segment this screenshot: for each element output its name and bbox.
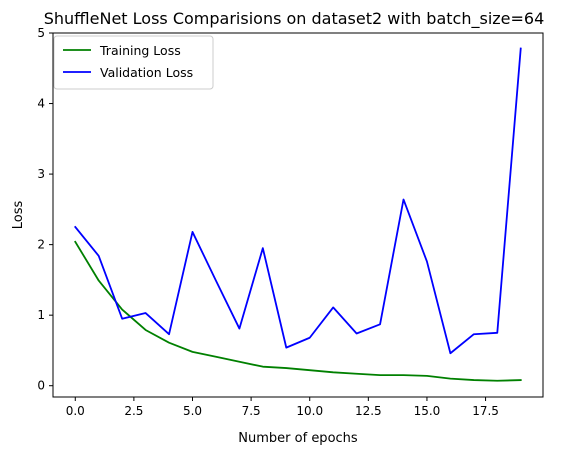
y-tick-label: 4	[37, 97, 45, 111]
y-tick-label: 5	[37, 26, 45, 40]
x-axis-ticks: 0.0 2.5 5.0 7.5 10.0 12.5 15.0 17.5	[66, 397, 499, 418]
y-axis-ticks: 0 1 2 3 4 5	[37, 26, 53, 393]
chart-title: ShuffleNet Loss Comparisions on dataset2…	[44, 9, 545, 29]
x-tick-label: 10.0	[296, 404, 323, 418]
series-layer	[74, 47, 522, 382]
legend-box	[53, 35, 214, 90]
x-tick-label: 2.5	[124, 404, 143, 418]
legend-label-training-loss: Training Loss	[99, 43, 181, 58]
plot-frame	[52, 32, 544, 398]
y-tick-label: 3	[37, 167, 45, 181]
y-tick-label: 0	[37, 379, 45, 393]
x-tick-label: 7.5	[242, 404, 261, 418]
x-axis-label: Number of epochs	[238, 431, 358, 446]
series-line-validation-loss	[74, 47, 522, 355]
x-tick-label: 15.0	[414, 404, 441, 418]
plot-area: 0.0 2.5 5.0 7.5 10.0 12.5 15.0 17.5 0 1 2 3 4 5	[37, 26, 544, 418]
y-tick-label: 1	[37, 308, 45, 322]
x-tick-label: 12.5	[355, 404, 382, 418]
y-tick-label: 2	[37, 238, 45, 252]
legend-label-validation-loss: Validation Loss	[100, 65, 193, 80]
x-tick-label: 17.5	[472, 404, 499, 418]
legend: Training Loss Validation Loss	[53, 35, 214, 90]
x-tick-label: 5.0	[183, 404, 202, 418]
series-line-training-loss	[74, 240, 522, 382]
x-tick-label: 0.0	[66, 404, 85, 418]
y-axis-label: Loss	[11, 201, 26, 230]
